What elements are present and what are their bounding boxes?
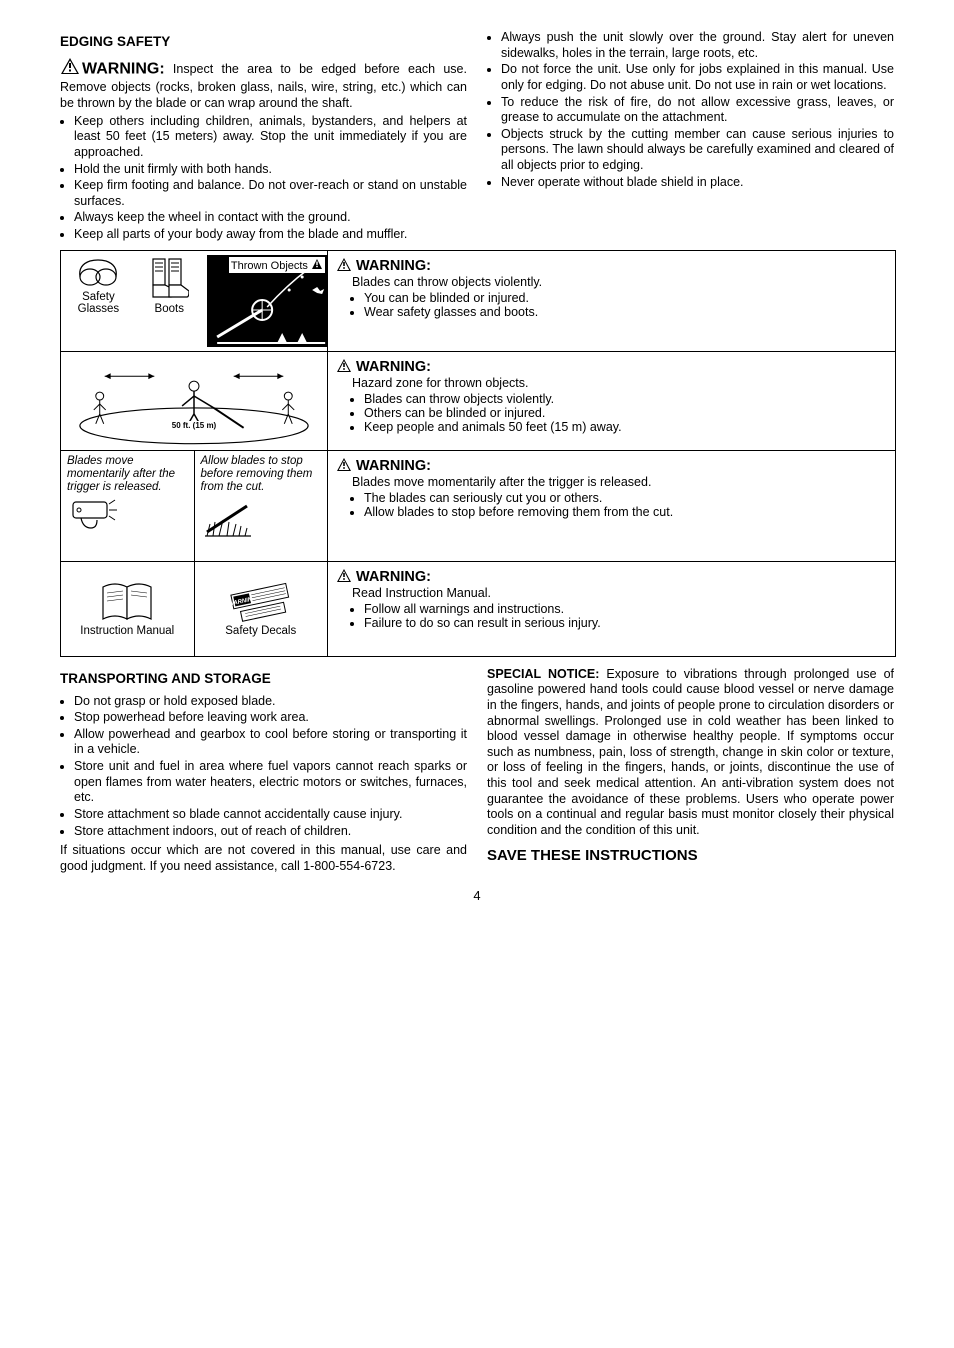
warning-intro: WARNING: Inspect the area to be edged be… [60, 57, 467, 112]
special-notice: SPECIAL NOTICE: Exposure to vibrations t… [487, 667, 894, 839]
trigger-icon [67, 496, 123, 534]
list-item: Never operate without blade shield in pl… [501, 175, 894, 191]
list-item: Allow powerhead and gearbox to cool befo… [74, 727, 467, 758]
panel-2-right: WARNING: Hazard zone for thrown objects.… [328, 352, 895, 450]
list-item: The blades can seriously cut you or othe… [364, 491, 885, 505]
page-number: 4 [60, 888, 894, 903]
list-item: Follow all warnings and instructions. [364, 602, 885, 616]
warning-items: Follow all warnings and instructions. Fa… [336, 602, 885, 630]
glasses-label: Safety Glasses [65, 291, 132, 316]
list-item: Wear safety glasses and boots. [364, 305, 885, 319]
warning-icon [60, 57, 80, 81]
transport-footer: If situations occur which are not covere… [60, 843, 467, 874]
list-item: Store attachment indoors, out of reach o… [74, 824, 467, 840]
panel-2-left: 50 ft. (15 m) [61, 352, 328, 450]
right-bullets: Always push the unit slowly over the gro… [487, 30, 894, 190]
panel-row-1: Safety Glasses Boots [61, 251, 895, 352]
panel-1-left: Safety Glasses Boots [61, 251, 328, 351]
special-title: SPECIAL NOTICE: [487, 667, 599, 681]
panel-row-3: Blades move momentarily after the trigge… [61, 451, 895, 562]
bottom-columns: TRANSPORTING AND STORAGE Do not grasp or… [60, 667, 894, 877]
allow-stop-text: Allow blades to stop before removing the… [201, 455, 322, 495]
thrown-objects-label: Thrown Objects [229, 257, 325, 274]
panel-1-right: WARNING: Blades can throw objects violen… [328, 251, 895, 351]
list-item: Allow blades to stop before removing the… [364, 505, 885, 519]
list-item: Keep others including children, animals,… [74, 114, 467, 161]
warning-panels: Safety Glasses Boots [60, 250, 896, 657]
warning-lead: Hazard zone for thrown objects. [352, 376, 885, 390]
list-item: To reduce the risk of fire, do not allow… [501, 95, 894, 126]
left-column: EDGING SAFETY WARNING: Inspect the area … [60, 30, 467, 244]
edging-safety-title: EDGING SAFETY [60, 34, 467, 51]
decals-icon: WARNING [221, 579, 301, 625]
boots-label: Boots [155, 303, 184, 316]
list-item: Do not grasp or hold exposed blade. [74, 694, 467, 710]
list-item: Keep people and animals 50 feet (15 m) a… [364, 420, 885, 434]
warning-heading: WARNING: [336, 568, 885, 585]
transport-column: TRANSPORTING AND STORAGE Do not grasp or… [60, 667, 467, 877]
left-bullets: Keep others including children, animals,… [60, 114, 467, 243]
list-item: Objects struck by the cutting member can… [501, 127, 894, 174]
save-instructions: SAVE THESE INSTRUCTIONS [487, 847, 894, 866]
warning-items: The blades can seriously cut you or othe… [336, 491, 885, 519]
list-item: Failure to do so can result in serious i… [364, 616, 885, 630]
list-item: Others can be blinded or injured. [364, 406, 885, 420]
blades-move-text: Blades move momentarily after the trigge… [67, 455, 188, 495]
transport-bullets: Do not grasp or hold exposed blade. Stop… [60, 694, 467, 840]
list-item: Always keep the wheel in contact with th… [74, 210, 467, 226]
special-body: Exposure to vibrations through prolonged… [487, 667, 894, 837]
right-column: Always push the unit slowly over the gro… [487, 30, 894, 244]
manual-icon [97, 579, 157, 625]
zone-distance-label: 50 ft. (15 m) [170, 421, 218, 430]
warning-label: WARNING: [82, 61, 165, 78]
warning-items: Blades can throw objects violently. Othe… [336, 392, 885, 434]
warning-heading: WARNING: [336, 457, 885, 474]
panel-3-left: Blades move momentarily after the trigge… [61, 451, 328, 561]
top-columns: EDGING SAFETY WARNING: Inspect the area … [60, 30, 894, 244]
panel-4-left: Instruction Manual WARNING [61, 562, 328, 656]
warning-heading: WARNING: [336, 358, 885, 375]
warning-items: You can be blinded or injured. Wear safe… [336, 291, 885, 319]
panel-4-right: WARNING: Read Instruction Manual. Follow… [328, 562, 895, 656]
list-item: Do not force the unit. Use only for jobs… [501, 62, 894, 93]
list-item: Store attachment so blade cannot acciden… [74, 807, 467, 823]
list-item: Always push the unit slowly over the gro… [501, 30, 894, 61]
special-column: SPECIAL NOTICE: Exposure to vibrations t… [487, 667, 894, 877]
safety-decals-label: Safety Decals [225, 625, 296, 638]
list-item: Hold the unit firmly with both hands. [74, 162, 467, 178]
warning-lead: Read Instruction Manual. [352, 586, 885, 600]
panel-row-4: Instruction Manual WARNING [61, 562, 895, 656]
list-item: You can be blinded or injured. [364, 291, 885, 305]
warning-lead: Blades can throw objects violently. [352, 275, 885, 289]
list-item: Blades can throw objects violently. [364, 392, 885, 406]
grass-blade-icon [201, 496, 257, 538]
transport-title: TRANSPORTING AND STORAGE [60, 671, 467, 688]
list-item: Stop powerhead before leaving work area. [74, 710, 467, 726]
page: EDGING SAFETY WARNING: Inspect the area … [0, 0, 954, 933]
warning-lead: Blades move momentarily after the trigge… [352, 475, 885, 489]
instruction-manual-label: Instruction Manual [80, 625, 174, 638]
list-item: Keep firm footing and balance. Do not ov… [74, 178, 467, 209]
list-item: Store unit and fuel in area where fuel v… [74, 759, 467, 806]
glasses-icon [76, 255, 120, 291]
hazard-zone-icon [65, 356, 323, 446]
panel-row-2: 50 ft. (15 m) WARNING: Hazard zone for t… [61, 352, 895, 451]
boots-icon [149, 255, 189, 303]
panel-3-right: WARNING: Blades move momentarily after t… [328, 451, 895, 561]
list-item: Keep all parts of your body away from th… [74, 227, 467, 243]
warning-heading: WARNING: [336, 257, 885, 274]
